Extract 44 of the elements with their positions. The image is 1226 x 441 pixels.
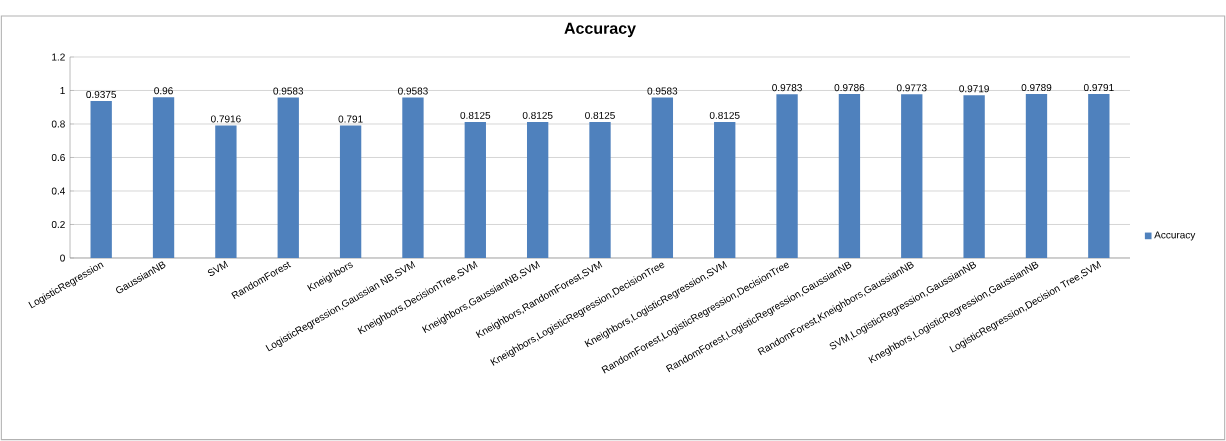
data-label: 0.8125 <box>460 111 491 119</box>
bar <box>277 97 299 258</box>
bar <box>1025 94 1048 258</box>
bar <box>589 121 611 258</box>
bar <box>901 94 923 258</box>
data-label: 0.9791 <box>1083 83 1114 92</box>
data-label: 0.7916 <box>211 115 241 123</box>
data-label: 0.791 <box>338 115 363 123</box>
data-label: 0.8125 <box>709 111 740 119</box>
data-label: 0.9583 <box>273 87 304 95</box>
y-tick-label: 1.2 <box>52 53 65 61</box>
bar <box>402 97 424 258</box>
data-label: 0.8125 <box>585 111 615 119</box>
bar <box>526 121 549 258</box>
chart-title: Accuracy <box>564 22 636 38</box>
bar <box>714 121 736 258</box>
data-label: 0.9719 <box>959 85 989 93</box>
bar <box>464 121 486 258</box>
y-tick-label: 0.2 <box>51 220 65 229</box>
data-label: 0.9583 <box>647 87 678 95</box>
bar <box>90 100 112 258</box>
data-label: 0.9786 <box>834 84 865 92</box>
y-tick-label: 0 <box>60 254 65 262</box>
y-tick-label: 0.6 <box>51 153 65 162</box>
bar <box>215 125 237 258</box>
data-label: 0.9375 <box>86 90 117 99</box>
bar <box>339 125 362 258</box>
bar <box>776 94 798 258</box>
legend-label: Accuracy <box>1154 231 1196 241</box>
data-label: 0.9789 <box>1021 84 1052 92</box>
data-label: 0.9773 <box>896 84 927 92</box>
bar <box>651 97 674 258</box>
data-label: 0.9583 <box>398 87 428 95</box>
y-tick-label: 0.4 <box>51 187 66 195</box>
bar <box>963 95 985 258</box>
bar <box>1088 93 1110 258</box>
bar <box>152 97 175 258</box>
y-tick-label: 1 <box>60 87 65 94</box>
data-label: 0.96 <box>154 87 173 95</box>
data-label: 0.9783 <box>772 84 802 92</box>
data-label: 0.8125 <box>522 111 553 119</box>
bar <box>838 94 861 258</box>
y-tick-label: 0.8 <box>51 120 65 128</box>
x-tick-label: SVM <box>207 260 229 277</box>
